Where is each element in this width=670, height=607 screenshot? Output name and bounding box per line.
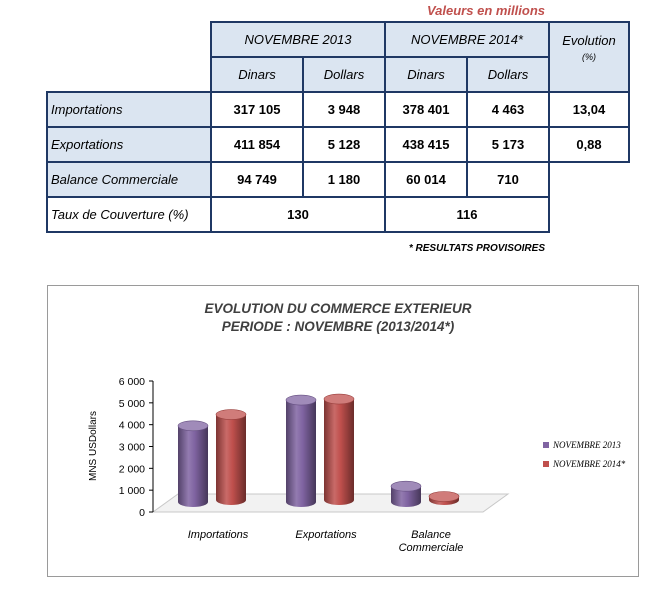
y-tick-label: 6 000 — [119, 376, 145, 388]
cell-dinars-2014: 60 014 — [384, 161, 468, 198]
cell-dinars-2013: 411 854 — [210, 126, 304, 163]
unit-note: Valeurs en millions — [426, 3, 545, 18]
evolution-unit: (%) — [582, 52, 596, 62]
bar-top — [215, 409, 247, 420]
row-label-balance: Balance Commerciale — [46, 161, 212, 198]
cell-evolution: 13,04 — [548, 91, 630, 128]
table-row: Exportations 411 854 5 128 438 415 5 173… — [46, 126, 630, 163]
table-corner — [47, 22, 211, 92]
header-dinars-2014: Dinars — [384, 56, 468, 93]
cell-empty — [549, 197, 629, 232]
cell-coverage-2013: 130 — [210, 196, 386, 233]
cell-dollars-2013: 5 128 — [302, 126, 386, 163]
header-period-2014: NOVEMBRE 2014* — [384, 21, 550, 58]
chart-container: EVOLUTION DU COMMERCE EXTERIEUR PERIODE :… — [47, 285, 639, 577]
row-label-coverage: Taux de Couverture (%) — [46, 196, 212, 233]
bar-novembre-2013-2 — [390, 480, 422, 507]
cell-dinars-2014: 438 415 — [384, 126, 468, 163]
bar-novembre-2014--0 — [215, 409, 247, 505]
cell-coverage-2014: 116 — [384, 196, 550, 233]
bar-chart: EVOLUTION DU COMMERCE EXTERIEUR PERIODE :… — [88, 301, 626, 554]
y-tick-label: 1 000 — [119, 485, 145, 497]
bar-body — [216, 414, 246, 505]
table-row: Importations 317 105 3 948 378 401 4 463… — [46, 91, 630, 128]
evolution-label: Evolution — [562, 33, 616, 48]
header-evolution: Evolution (%) — [548, 21, 630, 93]
header-period-2013: NOVEMBRE 2013 — [210, 21, 386, 58]
chart-title-line: EVOLUTION DU COMMERCE EXTERIEUR — [204, 301, 471, 316]
bar-top — [323, 393, 355, 405]
cell-evolution: 0,88 — [548, 126, 630, 163]
header-dollars-2013: Dollars — [302, 56, 386, 93]
legend-swatch — [543, 461, 549, 467]
bar-body — [286, 400, 316, 507]
legend-swatch — [543, 442, 549, 448]
row-label-importations: Importations — [46, 91, 212, 128]
y-tick-label: 2 000 — [119, 463, 145, 475]
bar-body — [178, 425, 208, 507]
category-label: Balance — [411, 529, 451, 541]
cell-empty — [549, 162, 629, 197]
legend-label: NOVEMBRE 2013 — [552, 440, 621, 450]
bar-novembre-2013-0 — [177, 420, 209, 507]
bar-top — [285, 394, 317, 406]
header-dollars-2014: Dollars — [466, 56, 550, 93]
header-dinars-2013: Dinars — [210, 56, 304, 93]
bar-novembre-2014--2 — [428, 491, 460, 505]
row-label-exportations: Exportations — [46, 126, 212, 163]
y-axis-label: MNS USDollars — [88, 411, 99, 481]
bar-novembre-2014--1 — [323, 393, 355, 505]
cell-dollars-2013: 3 948 — [302, 91, 386, 128]
cell-dinars-2013: 317 105 — [210, 91, 304, 128]
y-tick-label: 3 000 — [119, 442, 145, 454]
y-tick-label: 4 000 — [119, 420, 145, 432]
table-row: Balance Commerciale 94 749 1 180 60 014 … — [46, 161, 629, 198]
cell-dollars-2013: 1 180 — [302, 161, 386, 198]
cell-dollars-2014: 4 463 — [466, 91, 550, 128]
bar-top — [390, 480, 422, 492]
footnote: * RESULTATS PROVISOIRES — [408, 243, 545, 254]
table-row: Taux de Couverture (%) 130 116 — [46, 196, 629, 233]
y-tick-label: 0 — [139, 507, 145, 519]
chart-title-line: PERIODE : NOVEMBRE (2013/2014*) — [222, 319, 455, 334]
bar-body — [324, 399, 354, 505]
bar-top — [428, 491, 460, 502]
category-label: Commerciale — [399, 542, 464, 554]
category-label: Importations — [188, 529, 249, 541]
bar-top — [177, 420, 209, 432]
cell-dollars-2014: 710 — [466, 161, 550, 198]
cell-dollars-2014: 5 173 — [466, 126, 550, 163]
legend-label: NOVEMBRE 2014* — [552, 459, 626, 469]
cell-dinars-2014: 378 401 — [384, 91, 468, 128]
bar-novembre-2013-1 — [285, 394, 317, 507]
trade-table: NOVEMBRE 2013 NOVEMBRE 2014* Evolution (… — [46, 21, 630, 233]
cell-dinars-2013: 94 749 — [210, 161, 304, 198]
bar-body — [391, 486, 421, 507]
category-label: Exportations — [295, 529, 357, 541]
y-tick-label: 5 000 — [119, 398, 145, 410]
